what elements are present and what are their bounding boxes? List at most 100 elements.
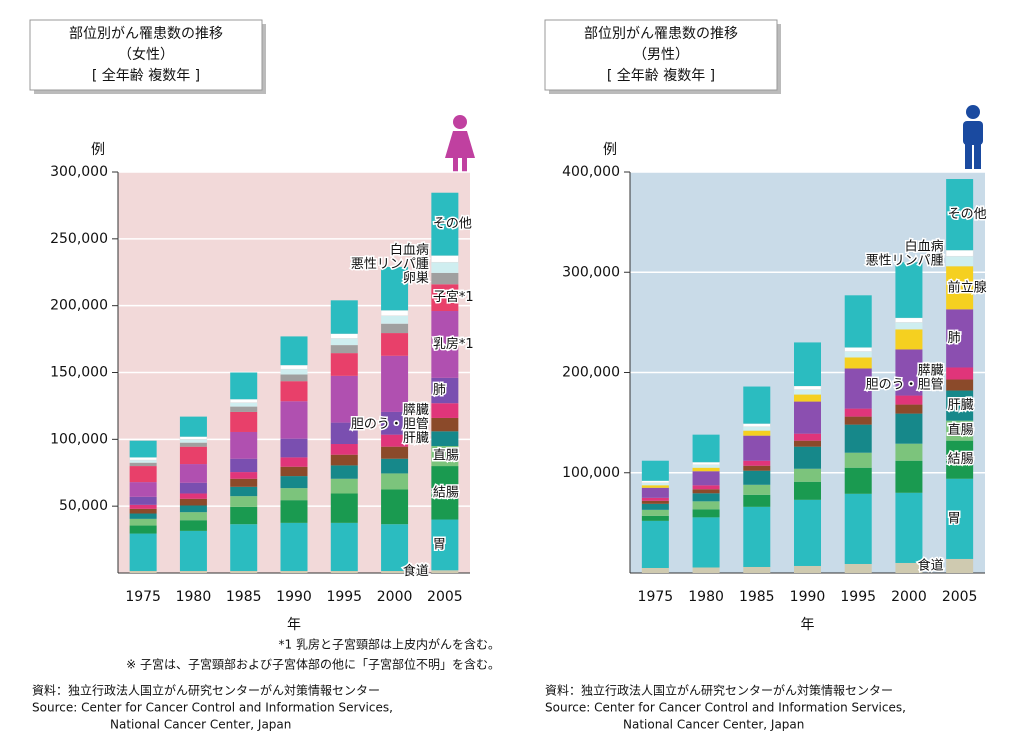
y-tick-label: 400,000	[562, 164, 620, 180]
bar-segment	[641, 567, 669, 573]
series-label: 結腸	[433, 485, 459, 500]
bar-segment	[129, 570, 157, 573]
source: 資料：独立行政法人国立がん研究センターがん対策情報センター	[545, 683, 893, 698]
bar-segment	[895, 413, 923, 444]
bar-segment	[946, 367, 974, 380]
bar-segment	[895, 329, 923, 350]
bar-segment	[230, 372, 258, 400]
bar-segment	[431, 311, 459, 378]
bar-segment	[381, 315, 409, 324]
bar-segment	[129, 462, 157, 467]
series-label: 胆のう・胆管	[351, 417, 429, 432]
bar-segment	[743, 566, 771, 573]
bar-segment	[330, 333, 359, 339]
x-tick-label: 1990	[790, 589, 826, 605]
source: National Cancer Center, Japan	[110, 718, 291, 732]
bar-segment	[280, 336, 308, 366]
bar-segment	[692, 471, 720, 486]
bar-segment	[692, 489, 720, 494]
bar-segment	[280, 364, 308, 370]
bar-segment	[330, 353, 358, 376]
bar-segment	[179, 442, 207, 447]
bar-segment	[641, 509, 669, 516]
x-tick-label: 1985	[739, 589, 775, 605]
bar-segment	[230, 496, 258, 507]
bar-segment	[330, 493, 358, 523]
bar-segment	[381, 323, 409, 334]
x-axis-title: 年	[287, 617, 301, 633]
bar-segment	[431, 262, 459, 273]
series-label: 直腸	[433, 449, 459, 464]
bar-segment	[692, 509, 720, 518]
bar-segment	[743, 426, 771, 431]
bar-segment	[895, 262, 923, 318]
bar-segment	[794, 446, 821, 469]
bar-segment	[381, 570, 409, 573]
bar-segment	[692, 501, 720, 510]
bar-segment	[330, 345, 358, 354]
bar-segment	[743, 484, 771, 495]
bar-segment	[641, 520, 669, 568]
source: Source: Center for Cancer Control and In…	[32, 701, 393, 715]
bar-segment	[844, 347, 872, 352]
x-axis-title: 年	[801, 617, 815, 633]
bar-segment	[844, 295, 872, 348]
series-label: 膵臓	[403, 403, 429, 418]
bar-segment	[743, 506, 771, 567]
bar-segment	[641, 503, 669, 510]
bar-segment	[381, 473, 409, 490]
bar-segment	[794, 394, 821, 402]
bar-segment	[844, 416, 872, 425]
series-label: 子宮*1	[433, 289, 474, 305]
bar-segment	[179, 505, 207, 513]
bar-segment	[794, 565, 821, 573]
series-label: 白血病	[390, 242, 429, 258]
bar-segment	[946, 309, 974, 368]
bar-segment	[230, 478, 258, 487]
bar-segment	[794, 389, 821, 395]
bar-segment	[431, 192, 459, 256]
bar-segment	[381, 266, 409, 311]
y-tick-label: 200,000	[50, 298, 108, 314]
bar-segment	[743, 465, 771, 471]
x-tick-label: 2000	[891, 589, 927, 605]
series-label: 膵臓	[918, 364, 944, 379]
bar-segment	[381, 411, 409, 435]
y-tick-label: 300,000	[562, 264, 620, 280]
bar-segment	[794, 468, 821, 482]
bar-segment	[179, 493, 207, 499]
bar-segment	[895, 443, 923, 461]
bar-segment	[280, 522, 308, 571]
chart-title: 部位別がん罹患数の推移	[69, 26, 223, 42]
bar-segment	[280, 369, 308, 375]
bar-segment	[179, 416, 207, 437]
bar-segment	[229, 398, 258, 403]
bar-segment	[280, 401, 308, 439]
y-tick-label: 100,000	[562, 465, 620, 481]
bar-segment	[230, 402, 258, 407]
bar-segment	[431, 255, 459, 263]
bar-segment	[330, 338, 358, 346]
bar-segment	[431, 466, 459, 520]
bar-segment	[280, 374, 308, 382]
bar-segment	[330, 570, 358, 573]
bar-segment	[179, 570, 207, 573]
bar-segment	[946, 558, 974, 573]
series-label: 前立腺	[948, 279, 987, 295]
bar-segment	[280, 488, 308, 501]
chart-title: （女性）	[118, 46, 174, 63]
series-label: 結腸	[948, 452, 974, 467]
bar-segment	[895, 317, 923, 323]
bar-segment	[330, 444, 358, 455]
bar-segment	[330, 422, 358, 445]
series-label: その他	[948, 207, 987, 222]
bar-segment	[895, 404, 923, 414]
bar-segment	[179, 446, 207, 465]
bar-segment	[431, 431, 459, 447]
bar-segment	[381, 524, 409, 571]
y-tick-label: 250,000	[50, 231, 108, 247]
bar-segment	[641, 497, 669, 501]
y-tick-label: 200,000	[562, 365, 620, 381]
footnote: ※ 子宮は、子宮頸部および子宮体部の他に「子宮部位不明」を含む。	[126, 657, 500, 672]
bar-segment	[844, 493, 872, 564]
